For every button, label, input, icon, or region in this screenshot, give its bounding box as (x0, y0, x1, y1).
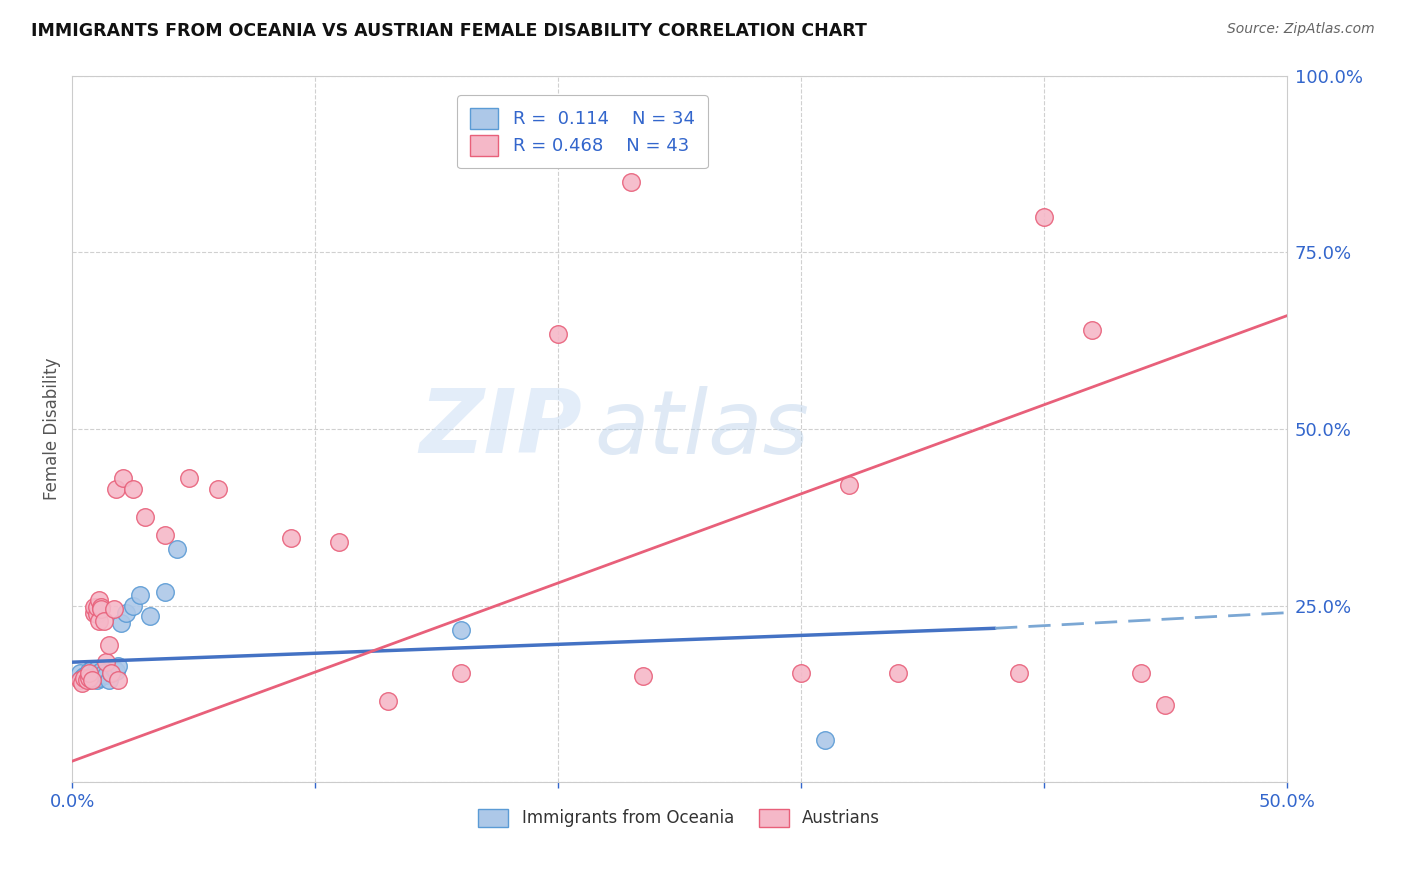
Point (107, 658, 129, 673)
Point (76, 671, 98, 685)
Point (100, 665, 122, 680)
Point (1154, 698, 1177, 712)
Point (96, 655, 118, 669)
Point (90, 664, 112, 678)
Point (1129, 665, 1152, 680)
Point (104, 664, 127, 678)
Text: IMMIGRANTS FROM OCEANIA VS AUSTRIAN FEMALE DISABILITY CORRELATION CHART: IMMIGRANTS FROM OCEANIA VS AUSTRIAN FEMA… (31, 22, 868, 40)
Point (107, 673, 129, 687)
Point (87, 614, 110, 628)
Point (80, 662, 103, 676)
Point (100, 665, 122, 680)
Point (122, 599, 145, 613)
Point (77, 671, 100, 685)
Point (838, 478, 860, 492)
Point (153, 584, 176, 599)
Point (280, 532, 302, 546)
Point (73, 669, 96, 683)
Point (86, 662, 108, 676)
Point (814, 733, 837, 747)
Point (93, 665, 115, 680)
Point (76, 668, 98, 682)
Point (83, 665, 105, 680)
Text: ZIP: ZIP (419, 385, 582, 473)
Point (73, 671, 96, 685)
Point (450, 665, 472, 680)
Point (86, 607, 108, 621)
Point (90, 600, 112, 615)
Point (103, 662, 125, 676)
Point (77, 664, 100, 678)
Point (86, 665, 108, 680)
Point (80, 673, 103, 687)
Y-axis label: Female Disability: Female Disability (44, 358, 60, 500)
Point (87, 671, 110, 685)
Point (620, 175, 643, 189)
Point (93, 614, 115, 628)
Point (110, 616, 132, 631)
Point (377, 694, 399, 708)
Point (547, 326, 569, 341)
Point (177, 471, 200, 485)
Point (153, 528, 176, 542)
Point (97, 673, 120, 687)
Text: Source: ZipAtlas.com: Source: ZipAtlas.com (1227, 22, 1375, 37)
Point (83, 606, 105, 620)
Point (112, 471, 135, 485)
Point (70, 671, 93, 685)
Point (87, 593, 110, 607)
Point (86, 673, 108, 687)
Point (86, 600, 108, 615)
Point (76, 673, 98, 687)
Point (1032, 210, 1054, 224)
Point (96, 668, 118, 682)
Point (328, 535, 350, 549)
Point (69, 665, 91, 680)
Point (134, 510, 156, 524)
Point (69, 673, 91, 687)
Point (77, 665, 100, 680)
Point (77, 673, 100, 687)
Point (80, 671, 103, 685)
Point (631, 669, 654, 683)
Point (90, 602, 112, 616)
Point (887, 665, 910, 680)
Point (1008, 665, 1031, 680)
Point (104, 482, 127, 496)
Point (83, 671, 105, 685)
Point (139, 609, 162, 624)
Point (83, 600, 105, 615)
Point (103, 602, 125, 616)
Point (129, 588, 152, 602)
Legend: Immigrants from Oceania, Austrians: Immigrants from Oceania, Austrians (472, 802, 887, 834)
Point (122, 482, 145, 496)
Point (70, 676, 93, 690)
Point (97, 638, 120, 652)
Point (166, 542, 188, 557)
Point (114, 606, 136, 620)
Point (90, 665, 112, 680)
Point (87, 665, 110, 680)
Point (790, 665, 813, 680)
Text: atlas: atlas (595, 386, 810, 472)
Point (207, 482, 229, 496)
Point (1081, 323, 1104, 337)
Point (450, 624, 472, 638)
